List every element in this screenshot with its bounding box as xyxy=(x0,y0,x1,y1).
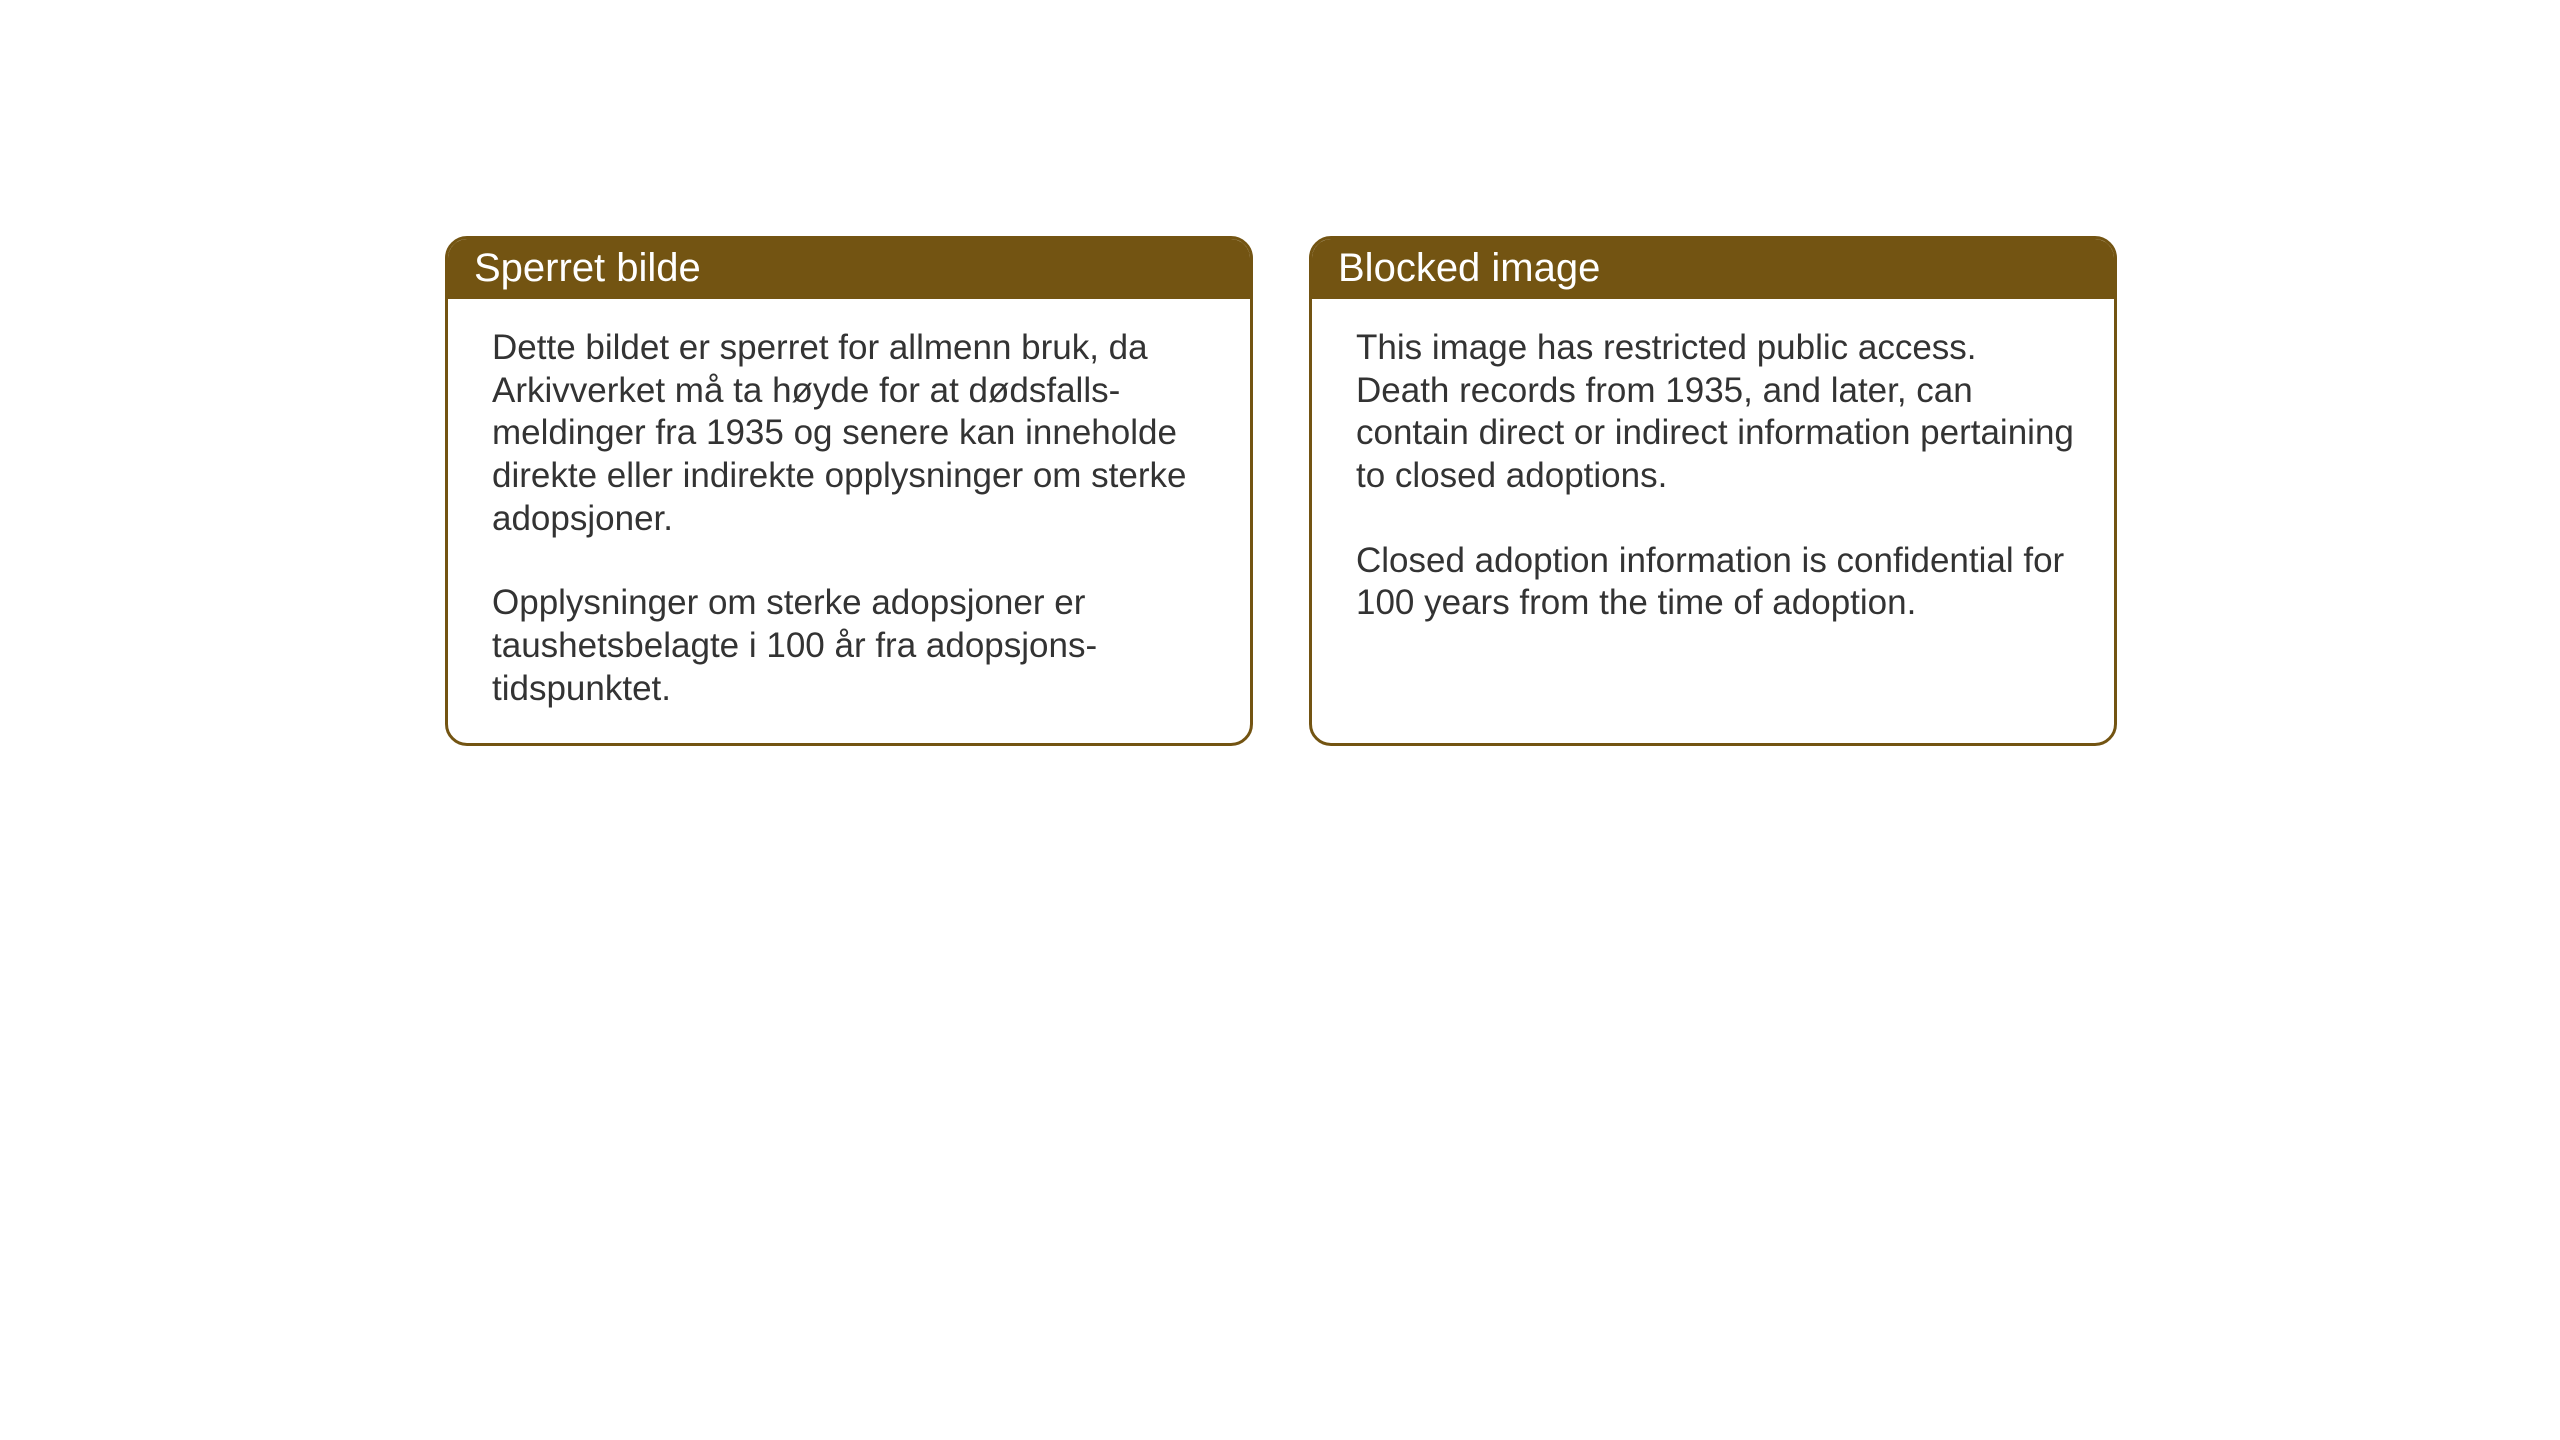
norwegian-paragraph-1: Dette bildet er sperret for allmenn bruk… xyxy=(492,327,1212,540)
norwegian-card-header: Sperret bilde xyxy=(448,239,1250,299)
norwegian-paragraph-2: Opplysninger om sterke adopsjoner er tau… xyxy=(492,582,1212,710)
english-card-body: This image has restricted public access.… xyxy=(1312,299,2114,655)
english-paragraph-1: This image has restricted public access.… xyxy=(1356,327,2076,498)
norwegian-card-body: Dette bildet er sperret for allmenn bruk… xyxy=(448,299,1250,741)
english-notice-card: Blocked image This image has restricted … xyxy=(1309,236,2117,746)
english-paragraph-2: Closed adoption information is confident… xyxy=(1356,540,2076,625)
english-card-title: Blocked image xyxy=(1338,246,1600,291)
english-card-header: Blocked image xyxy=(1312,239,2114,299)
norwegian-notice-card: Sperret bilde Dette bildet er sperret fo… xyxy=(445,236,1253,746)
norwegian-card-title: Sperret bilde xyxy=(474,246,701,291)
notice-container: Sperret bilde Dette bildet er sperret fo… xyxy=(445,236,2117,746)
